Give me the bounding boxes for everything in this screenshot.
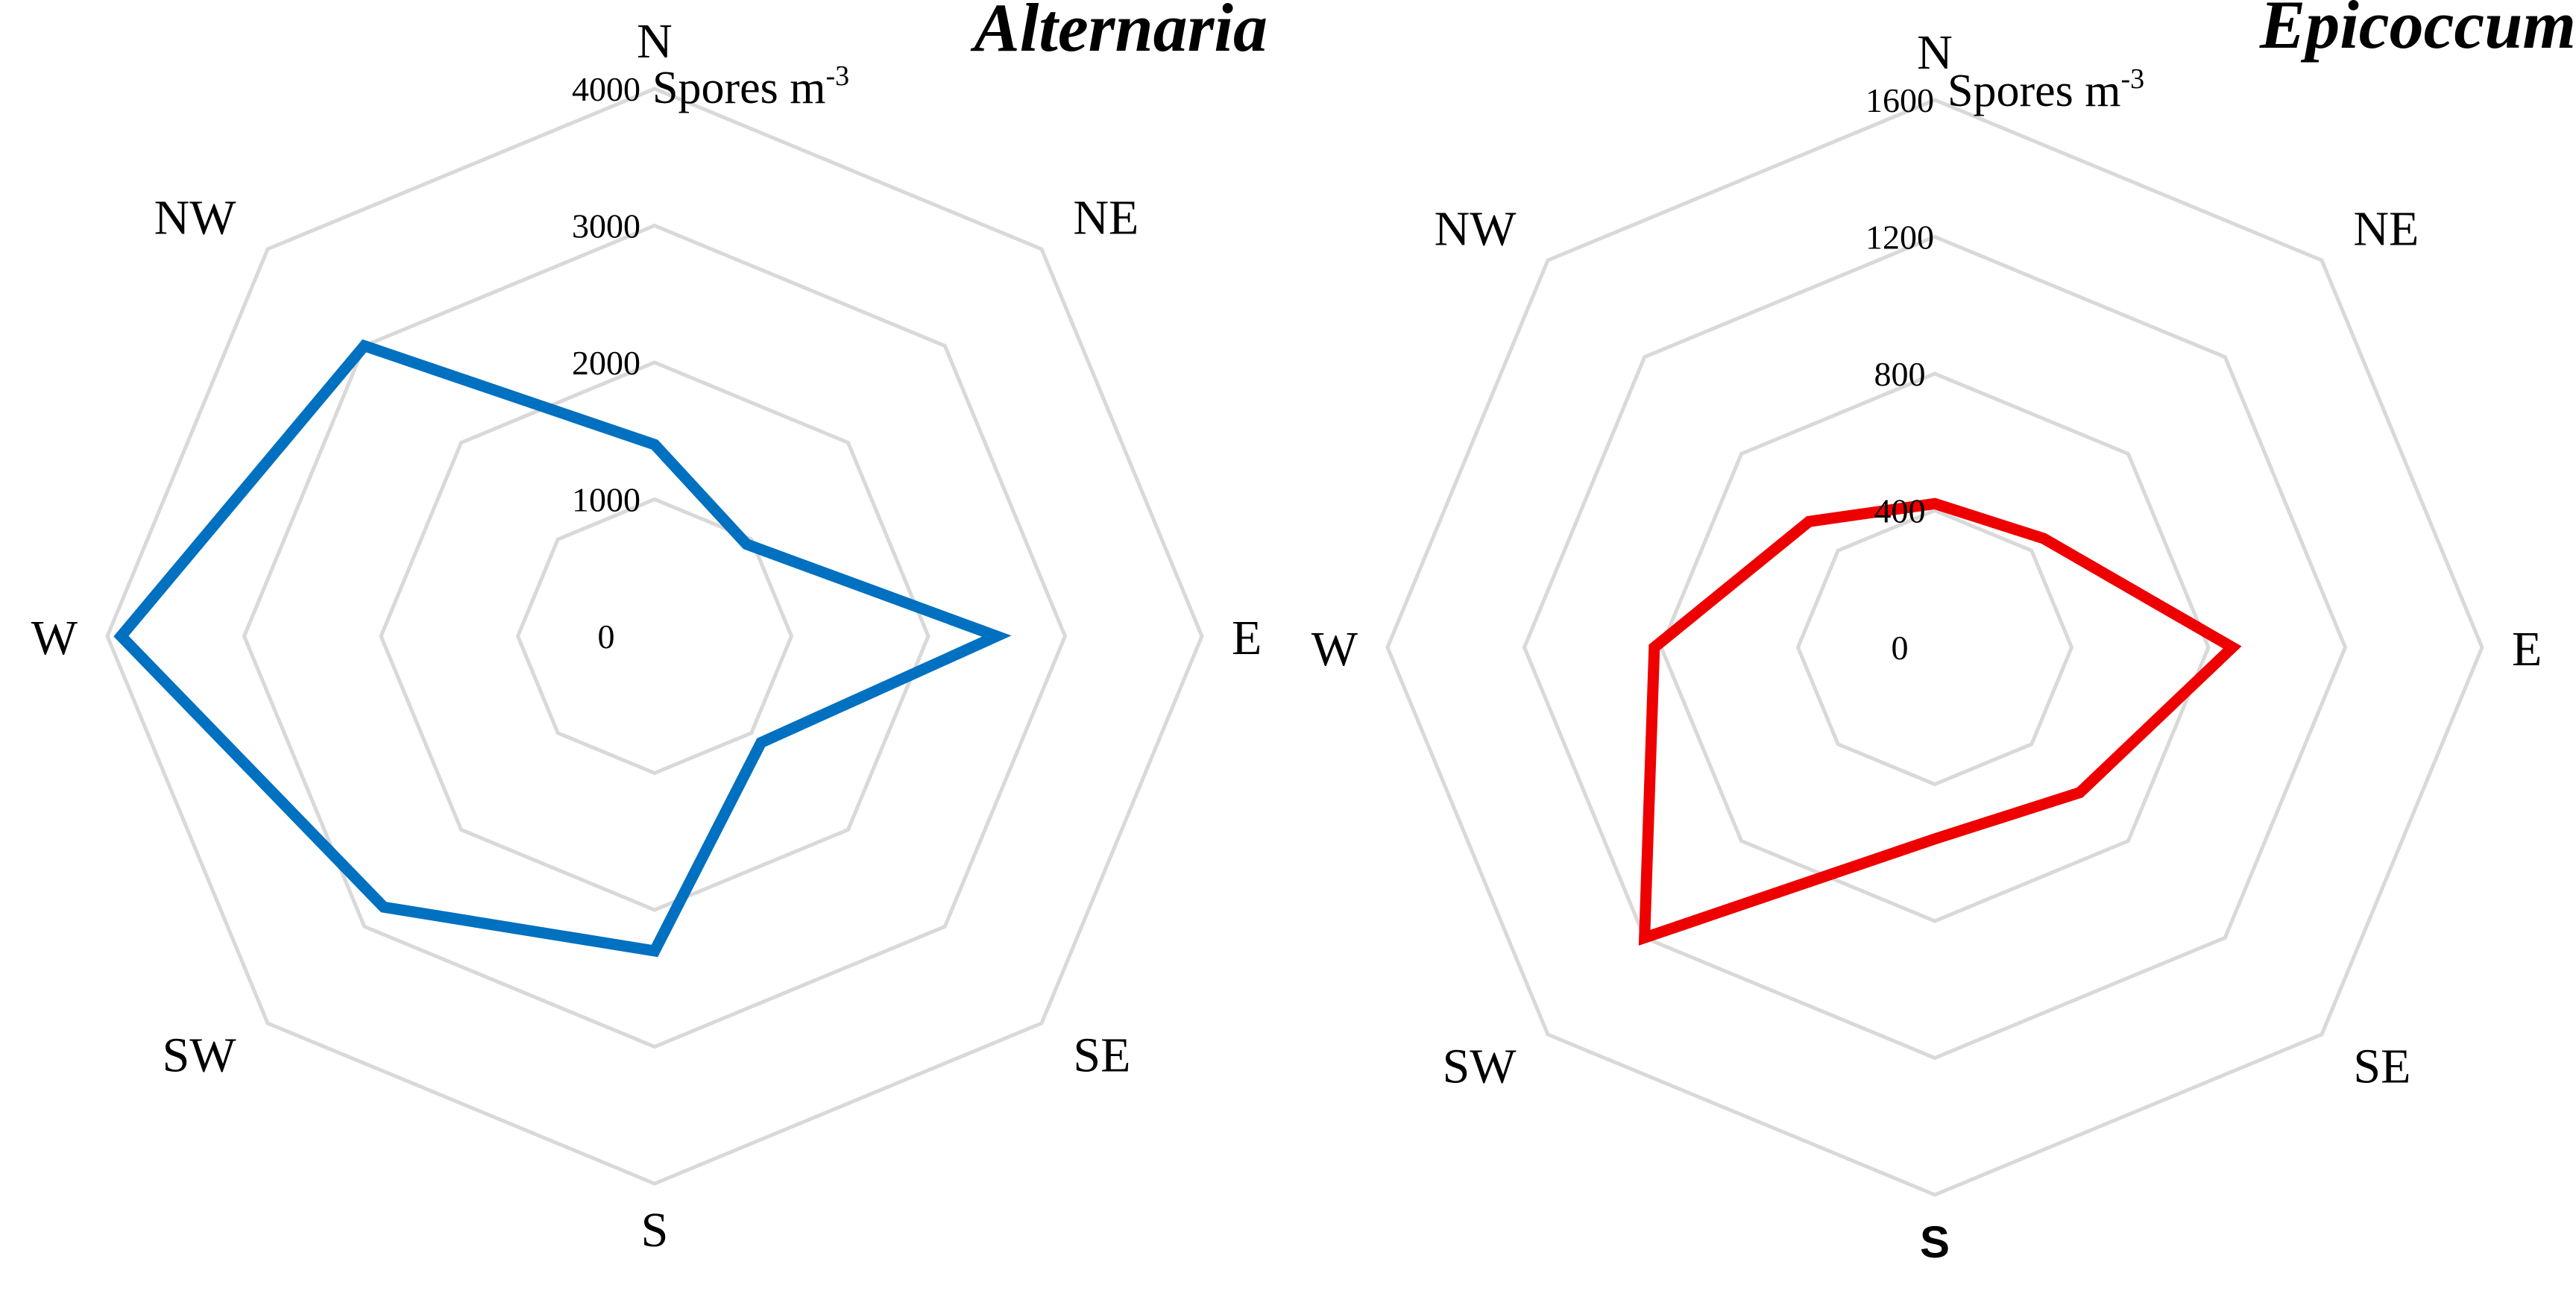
grid-ring-400: [1795, 508, 2074, 787]
direction-label-n: N: [1917, 25, 1953, 80]
unit-label: Spores m-3: [1947, 63, 2144, 116]
direction-label-s: S: [641, 1203, 669, 1257]
grid-ring-4000: [105, 87, 1204, 1186]
tick-label: 1600: [1865, 81, 1934, 119]
direction-label-nw: NW: [1435, 202, 1517, 257]
grid-ring-1200: [1522, 234, 2348, 1061]
direction-label-ne: NE: [1073, 191, 1139, 245]
direction-label-e: E: [2512, 622, 2542, 676]
direction-label-w: W: [31, 611, 78, 665]
radar-chart-1: 0 1000 2000 3000 4000 Spores m-3N NE E SE S SW W NW A…: [31, 0, 1267, 1257]
tick-label: 400: [1874, 492, 1926, 530]
direction-label-ne: NE: [2353, 202, 2419, 257]
direction-label-se: SE: [1073, 1028, 1130, 1082]
tick-label: 4000: [572, 70, 640, 108]
tick-label: 0: [1892, 629, 1909, 667]
tick-label: 0: [598, 618, 615, 656]
grid-ring-800: [1659, 371, 2211, 923]
tick-label: 800: [1874, 355, 1926, 393]
tick-label: 3000: [572, 207, 640, 245]
direction-label-e: E: [1232, 611, 1262, 665]
grid-ring-3000: [242, 223, 1068, 1049]
direction-label-se: SE: [2353, 1039, 2410, 1093]
chart-title: Alternaria: [970, 0, 1267, 66]
tick-label: 1000: [572, 481, 640, 519]
unit-label: Spores m-3: [652, 60, 849, 113]
grid-ring-1000: [515, 497, 794, 776]
direction-label-w: W: [1311, 622, 1358, 676]
direction-label-s: S: [1920, 1217, 1950, 1267]
grid-ring-1600: [1385, 98, 2484, 1197]
series-line-1: [113, 339, 1012, 958]
chart-title: Epicoccum: [2259, 0, 2576, 63]
radar-chart-2: 0 400 800 1200 1600 Spores m-3N NE E SE S SW W NW Epi…: [1311, 0, 2576, 1267]
direction-label-n: N: [637, 14, 673, 69]
direction-label-sw: SW: [163, 1028, 237, 1082]
series-line-1: [1638, 497, 2242, 946]
tick-label: 1200: [1865, 219, 1934, 257]
direction-label-nw: NW: [154, 191, 237, 245]
tick-label: 2000: [572, 344, 640, 382]
grid-ring-2000: [379, 360, 930, 912]
direction-label-sw: SW: [1443, 1039, 1517, 1093]
